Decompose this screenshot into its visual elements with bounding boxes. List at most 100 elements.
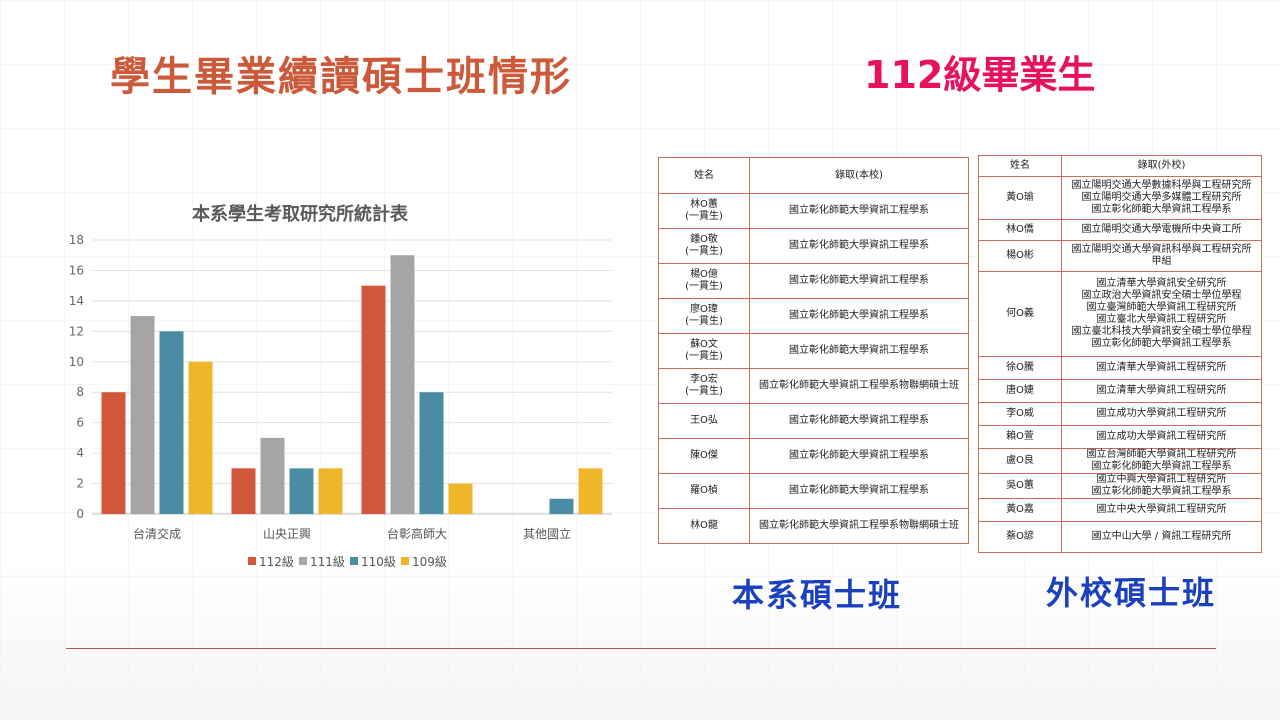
bar-2-0: [361, 285, 386, 514]
home-admission-table: 姓名 錄取(本校) 林O蕙 (一貫生) 國立彰化師範大學資訊工程學系 鍾O敬 (一貫…: [658, 157, 969, 544]
cell-school: 國立清華大學資訊工程研究所: [1061, 356, 1262, 380]
cell-school: 國立陽明交通大學數據科學與工程研究所 國立陽明交通大學多媒體工程研究所 國立彰化…: [1061, 176, 1262, 220]
bar-2-1: [390, 255, 415, 514]
cell-school: 國立彰化師範大學資訊工程學系物聯網碩士班: [749, 368, 969, 404]
cell-name: 王O弘: [658, 403, 750, 439]
table-row: 黃O嘉 國立中央大學資訊工程研究所: [978, 498, 1262, 522]
cell-school: 國立彰化師範大學資訊工程學系: [749, 473, 969, 509]
bar-3-2: [549, 498, 574, 514]
header-name: 姓名: [658, 157, 750, 194]
bar-0-2: [159, 331, 184, 514]
slide-subtitle: 112級畢業生: [864, 53, 1096, 97]
legend-label: 112級: [259, 555, 294, 569]
y-tick-label: 16: [69, 263, 84, 277]
cell-name: 何O義: [978, 271, 1062, 357]
cell-school: 國立彰化師範大學資訊工程學系: [749, 228, 969, 264]
table-row: 王O弘 國立彰化師範大學資訊工程學系: [658, 403, 969, 439]
y-tick-label: 4: [76, 446, 84, 460]
cell-school: 國立彰化師範大學資訊工程學系: [749, 438, 969, 474]
table-row: 徐O騰 國立清華大學資訊工程研究所: [978, 356, 1262, 380]
cell-school: 國立彰化師範大學資訊工程學系: [749, 193, 969, 229]
chart-title: 本系學生考取研究所統計表: [192, 204, 408, 225]
cell-school: 國立陽明交通大學資訊科學與工程研究所 甲組: [1061, 240, 1262, 272]
cell-name: 李O宏 (一貫生): [658, 368, 750, 404]
bar-1-3: [318, 468, 343, 514]
x-tick-label: 台清交成: [133, 526, 181, 541]
bar-3-3: [578, 468, 603, 514]
x-tick-label: 台彰高師大: [387, 526, 447, 541]
cell-name: 廖O瑋 (一貫生): [658, 298, 750, 334]
bar-2-3: [448, 483, 473, 514]
x-tick-label: 山央正興: [263, 527, 311, 541]
cell-name: 楊O彬: [978, 240, 1062, 272]
cell-name: 盧O良: [978, 448, 1062, 474]
slide-title: 學生畢業續讀碩士班情形: [110, 54, 572, 100]
bar-0-0: [101, 392, 126, 514]
table-row: 蔡O諺 國立中山大學 / 資訊工程研究所: [978, 521, 1262, 553]
caption-outside-masters: 外校碩士班: [1046, 574, 1217, 612]
cell-school: 國立彰化師範大學資訊工程學系: [749, 403, 969, 439]
header-school: 錄取(外校): [1061, 155, 1262, 177]
cell-school: 國立成功大學資訊工程研究所: [1061, 402, 1262, 426]
table-header-row: 姓名 錄取(外校): [978, 155, 1262, 177]
chart-bars: [101, 255, 603, 514]
cell-school: 國立中央大學資訊工程研究所: [1061, 498, 1262, 522]
cell-school: 國立彰化師範大學資訊工程學系物聯網碩士班: [749, 508, 969, 544]
cell-school: 國立彰化師範大學資訊工程學系: [749, 333, 969, 369]
table-row: 楊O億 (一貫生) 國立彰化師範大學資訊工程學系: [658, 263, 969, 299]
table-row: 吳O蕙 國立中興大學資訊工程研究所 國立彰化師範大學資訊工程學系: [978, 473, 1262, 499]
table-row: 楊O彬 國立陽明交通大學資訊科學與工程研究所 甲組: [978, 240, 1262, 272]
cell-school: 國立彰化師範大學資訊工程學系: [749, 298, 969, 334]
table-row: 蘇O文 (一貫生) 國立彰化師範大學資訊工程學系: [658, 333, 969, 369]
outside-admission-table: 姓名 錄取(外校) 黃O瑜 國立陽明交通大學數據科學與工程研究所 國立陽明交通大學…: [978, 155, 1262, 553]
cell-name: 林O僑: [978, 219, 1062, 241]
table-row: 廖O瑋 (一貫生) 國立彰化師範大學資訊工程學系: [658, 298, 969, 334]
legend-label: 110級: [361, 555, 396, 569]
bar-1-0: [231, 468, 256, 514]
y-tick-label: 14: [69, 294, 84, 308]
cell-school: 國立中興大學資訊工程研究所 國立彰化師範大學資訊工程學系: [1061, 473, 1262, 499]
cell-name: 吳O蕙: [978, 473, 1062, 499]
cell-name: 陳O傑: [658, 438, 750, 474]
cell-name: 賴O萱: [978, 425, 1062, 449]
table-header-row: 姓名 錄取(本校): [658, 157, 969, 194]
chart-legend: 112級 111級 110級 109級: [248, 555, 447, 569]
bar-1-1: [260, 437, 285, 514]
bar-2-2: [419, 392, 444, 514]
cell-school: 國立台灣師範大學資訊工程研究所 國立彰化師範大學資訊工程學系: [1061, 448, 1262, 474]
y-tick-label: 18: [69, 233, 84, 247]
table-row: 李O宏 (一貫生) 國立彰化師範大學資訊工程學系物聯網碩士班: [658, 368, 969, 404]
y-axis-ticks: 0 2 4 6 8 10 12 14 16 18: [69, 233, 84, 521]
header-name: 姓名: [978, 155, 1062, 177]
table-row: 陳O傑 國立彰化師範大學資訊工程學系: [658, 438, 969, 474]
table-row: 唐O婕 國立清華大學資訊工程研究所: [978, 379, 1262, 403]
table-row: 林O蕙 (一貫生) 國立彰化師範大學資訊工程學系: [658, 193, 969, 229]
table-row: 林O龍 國立彰化師範大學資訊工程學系物聯網碩士班: [658, 508, 969, 544]
y-tick-label: 12: [69, 324, 84, 338]
cell-school: 國立中山大學 / 資訊工程研究所: [1061, 521, 1262, 553]
x-tick-label: 其他國立: [523, 526, 571, 541]
y-tick-label: 8: [76, 385, 84, 399]
cell-name: 黃O瑜: [978, 176, 1062, 220]
bar-0-3: [188, 361, 213, 514]
cell-name: 徐O騰: [978, 356, 1062, 380]
cell-name: 蔡O諺: [978, 521, 1062, 553]
cell-name: 李O威: [978, 402, 1062, 426]
footer-divider: [66, 648, 1216, 649]
bar-1-2: [289, 468, 314, 514]
y-tick-label: 2: [76, 477, 84, 491]
y-tick-label: 6: [76, 416, 84, 430]
legend-swatch: [248, 557, 256, 565]
table-row: 鍾O敬 (一貫生) 國立彰化師範大學資訊工程學系: [658, 228, 969, 264]
cell-name: 鍾O敬 (一貫生): [658, 228, 750, 264]
cell-name: 黃O嘉: [978, 498, 1062, 522]
bar-0-1: [130, 316, 155, 514]
table-row: 賴O萱 國立成功大學資訊工程研究所: [978, 425, 1262, 449]
table-row: 黃O瑜 國立陽明交通大學數據科學與工程研究所 國立陽明交通大學多媒體工程研究所 國…: [978, 176, 1262, 220]
cell-school: 國立成功大學資訊工程研究所: [1061, 425, 1262, 449]
y-tick-label: 10: [69, 355, 84, 369]
table-row: 何O義 國立清華大學資訊安全研究所 國立政治大學資訊安全碩士學位學程 國立臺灣師範…: [978, 271, 1262, 357]
cell-school: 國立彰化師範大學資訊工程學系: [749, 263, 969, 299]
x-axis-ticks: 台清交成 山央正興 台彰高師大 其他國立: [133, 526, 571, 541]
